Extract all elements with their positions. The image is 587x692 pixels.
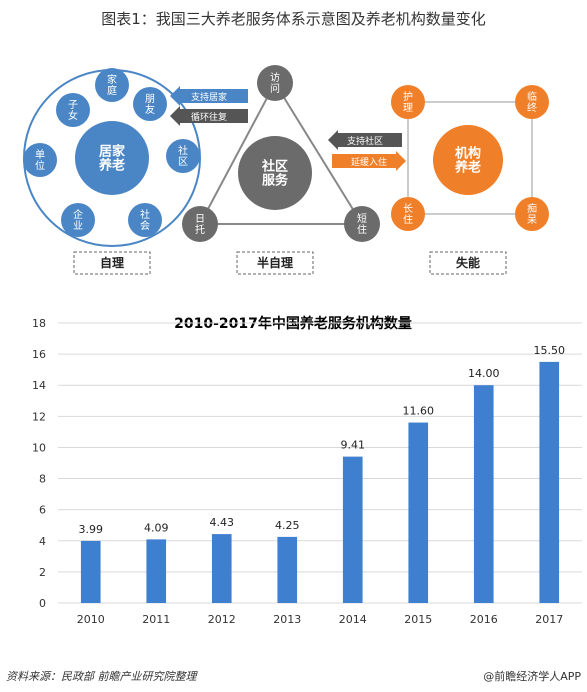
y-tick-label: 12 (32, 410, 46, 423)
y-tick-label: 2 (39, 566, 46, 579)
group-box (73, 251, 151, 275)
x-tick-label: 2014 (339, 613, 367, 626)
right-center-circle (433, 125, 503, 195)
middle-node-label: 日托 (195, 214, 205, 236)
arrow-support-home (170, 86, 248, 106)
bar-value-label: 4.43 (210, 516, 235, 529)
middle-center-label: 社区服务 (261, 158, 289, 188)
left-node-label: 企业 (73, 208, 83, 232)
y-tick-label: 8 (39, 473, 46, 486)
left-node-circle (23, 143, 57, 177)
left-node-label: 朋友 (145, 93, 155, 116)
figure-title: 图表1：我国三大养老服务体系示意图及养老机构数量变化 (101, 10, 486, 28)
right-node-circle (515, 85, 549, 119)
bar (539, 361, 560, 603)
left-node-label: 社区 (178, 144, 188, 168)
left-node-circle (128, 203, 162, 237)
bar (342, 456, 363, 603)
right-node-circle (515, 197, 549, 231)
bar (211, 534, 232, 603)
middle-node-circle (257, 65, 293, 101)
left-node-label: 子女 (68, 99, 78, 122)
x-tick-label: 2017 (535, 613, 563, 626)
middle-node-circle (182, 206, 218, 242)
middle-node-label: 访问 (270, 72, 280, 95)
bar (277, 536, 298, 603)
arrow-cycle (170, 106, 248, 126)
arrow-delay-entry-label: 延缓入住 (351, 156, 387, 168)
bar (473, 385, 494, 603)
left-node-circle (95, 68, 129, 102)
bar-value-label: 3.99 (79, 523, 104, 536)
bar-value-label: 4.25 (275, 519, 300, 532)
group-box (429, 251, 507, 275)
right-center-label: 机构养老 (454, 145, 481, 175)
left-node-label: 单位 (35, 149, 45, 172)
y-tick-label: 18 (32, 317, 46, 330)
x-tick-label: 2015 (404, 613, 432, 626)
x-tick-label: 2012 (208, 613, 236, 626)
right-node-label: 临终 (527, 90, 537, 114)
right-square (407, 101, 533, 215)
y-tick-label: 0 (39, 597, 46, 610)
bar-chart: 2010-2017年中国养老服务机构数量0246810121416183.992… (32, 315, 582, 626)
y-tick-label: 16 (32, 348, 46, 361)
left-node-circle (133, 87, 167, 121)
x-tick-label: 2010 (77, 613, 105, 626)
group-box (236, 251, 314, 275)
left-center-circle (75, 121, 149, 195)
bar (408, 422, 429, 603)
arrow-delay-entry (332, 151, 406, 171)
y-tick-label: 10 (32, 441, 46, 454)
y-tick-label: 6 (39, 504, 46, 517)
left-node-circle (56, 93, 90, 127)
left-node-circle (61, 203, 95, 237)
arrow-support-home-label: 支持居家 (191, 91, 227, 103)
x-tick-label: 2013 (273, 613, 301, 626)
right-node-circle (391, 197, 425, 231)
left-node-label: 社会 (140, 208, 150, 232)
left-center-label: 居家养老 (98, 143, 126, 173)
arrow-support-community (328, 130, 402, 150)
middle-node-label: 短住 (357, 212, 367, 236)
left-node-label: 家庭 (107, 73, 117, 97)
group-label: 自理 (100, 255, 124, 270)
right-node-label: 长住 (403, 203, 413, 226)
x-tick-label: 2016 (470, 613, 498, 626)
group-label: 失能 (456, 255, 480, 270)
right-node-circle (391, 85, 425, 119)
middle-center-circle (238, 136, 312, 210)
arrow-support-community-label: 支持社区 (347, 135, 383, 147)
x-tick-label: 2011 (142, 613, 170, 626)
group-label: 半自理 (257, 255, 293, 270)
arrow-cycle-label: 循环往复 (191, 111, 227, 123)
bar-value-label: 15.50 (534, 344, 566, 357)
credit-note: @前瞻经济学人APP (483, 670, 581, 683)
bar-value-label: 4.09 (144, 521, 169, 534)
left-node-circle (166, 139, 200, 173)
middle-node-circle (344, 206, 380, 242)
bar-value-label: 14.00 (468, 367, 500, 380)
bar-value-label: 9.41 (341, 439, 366, 452)
source-note: 资料来源：民政部 前瞻产业研究院整理 (6, 670, 197, 683)
bar-value-label: 11.60 (403, 405, 435, 418)
bar (80, 540, 101, 603)
right-node-label: 痴呆 (527, 202, 537, 226)
y-tick-label: 14 (32, 379, 46, 392)
middle-triangle (198, 80, 364, 225)
right-node-label: 护理 (403, 90, 413, 114)
y-tick-label: 4 (39, 535, 46, 548)
bar (146, 539, 167, 603)
